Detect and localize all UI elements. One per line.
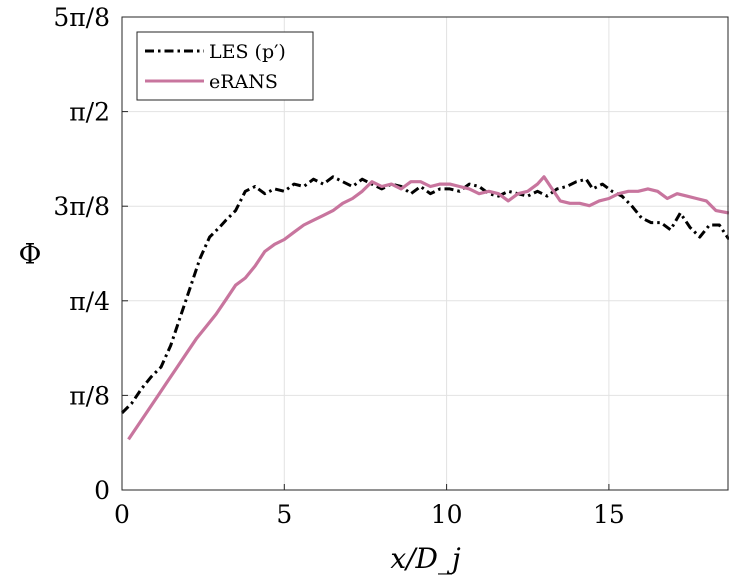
y-tick-label: 3π/8 [53,192,110,221]
plot-frame [121,16,729,491]
legend-box [136,31,314,101]
x-axis-label: x/D_j [390,542,461,575]
legend-label-1: LES (p′) [209,41,286,63]
legend-label-2: eRANS [209,71,278,93]
x-tick-label: 0 [114,500,130,529]
x-tick-label: 5 [276,500,292,529]
y-tick-label: 5π/8 [53,3,110,32]
x-tick-label: 10 [431,500,463,529]
series-line-1 [120,175,729,414]
series-line-2 [127,175,729,441]
x-tick-label: 15 [593,500,625,529]
legend: LES (p′) eRANS [136,31,314,101]
series-layer [120,175,729,441]
ticks: 0 5 10 15 0 π/8 π/4 3π/8 π/2 5π/8 [53,3,624,529]
y-axis-label: Φ [19,238,42,271]
y-tick-label: π/4 [69,287,110,316]
y-tick-label: 0 [94,476,110,505]
y-tick-label: π/8 [69,381,110,410]
y-tick-label: π/2 [69,98,110,127]
